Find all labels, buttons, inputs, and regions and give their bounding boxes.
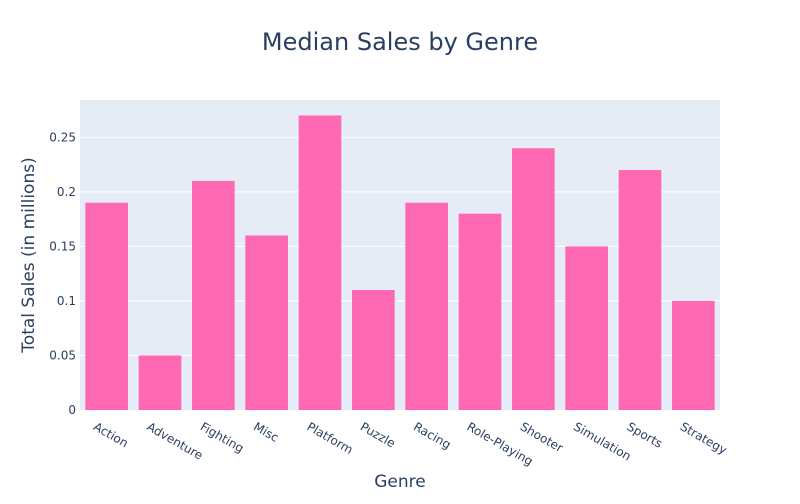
y-tick-label: 0.1 bbox=[57, 294, 76, 308]
x-tick-label: Action bbox=[91, 419, 131, 450]
x-tick-label: Puzzle bbox=[358, 419, 398, 450]
bar-racing bbox=[405, 202, 448, 410]
bar-simulation bbox=[565, 246, 608, 410]
x-tick-label: Strategy bbox=[678, 419, 730, 457]
y-tick-label: 0.15 bbox=[49, 239, 76, 253]
x-tick-label: Platform bbox=[305, 419, 356, 456]
y-tick-label: 0.2 bbox=[57, 185, 76, 199]
x-tick-label: Adventure bbox=[145, 419, 206, 462]
chart-title: Median Sales by Genre bbox=[262, 28, 538, 56]
gridlines bbox=[80, 136, 720, 356]
y-axis-ticks: 0 0.05 0.1 0.15 0.2 0.25 bbox=[49, 130, 76, 417]
y-axis-title: Total Sales (in millions) bbox=[19, 157, 39, 353]
bar-puzzle bbox=[352, 290, 395, 410]
plot-background bbox=[80, 100, 720, 410]
bar-sports bbox=[618, 170, 662, 410]
bar-adventure bbox=[138, 355, 182, 410]
bar-platform bbox=[298, 115, 342, 411]
y-tick-label: 0 bbox=[68, 403, 76, 417]
bar-strategy bbox=[672, 300, 715, 410]
x-tick-label: Racing bbox=[411, 419, 453, 451]
bar-role-playing bbox=[458, 213, 502, 410]
y-tick-label: 0.25 bbox=[49, 130, 76, 144]
bar-shooter bbox=[512, 148, 555, 410]
x-tick-label: Sports bbox=[625, 419, 665, 450]
bar-action bbox=[85, 202, 128, 410]
x-axis-title: Genre bbox=[374, 472, 425, 492]
x-tick-label: Simulation bbox=[571, 419, 633, 463]
bars bbox=[85, 115, 715, 411]
x-tick-label: Misc bbox=[251, 419, 281, 444]
bar-misc bbox=[245, 235, 288, 410]
y-tick-label: 0.05 bbox=[49, 348, 76, 362]
bar-fighting bbox=[192, 180, 235, 410]
